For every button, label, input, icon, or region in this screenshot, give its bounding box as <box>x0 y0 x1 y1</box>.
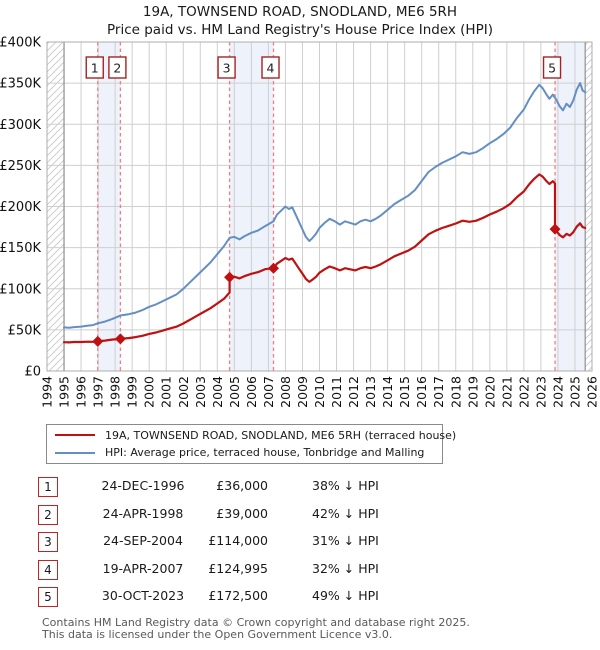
sale-price: £114,000 <box>208 533 268 548</box>
sale-hpi-diff: 31% ↓ HPI <box>312 533 379 548</box>
row-number-badge: 1 <box>38 477 58 497</box>
legend-property-label: 19A, TOWNSEND ROAD, SNODLAND, ME6 5RH (t… <box>105 428 457 442</box>
svg-text:2003: 2003 <box>193 376 208 408</box>
svg-text:£300K: £300K <box>0 118 41 133</box>
svg-text:2020: 2020 <box>482 376 497 408</box>
sale-price: £124,995 <box>208 560 268 576</box>
svg-text:2011: 2011 <box>329 376 344 408</box>
svg-text:£250K: £250K <box>0 159 41 174</box>
row-number-badge: 3 <box>38 532 58 552</box>
svg-text:1: 1 <box>91 61 99 76</box>
svg-text:2: 2 <box>113 61 121 76</box>
sale-date: 30-OCT-2023 <box>101 588 185 603</box>
svg-text:2019: 2019 <box>465 376 480 408</box>
svg-text:1999: 1999 <box>125 376 140 408</box>
sale-date: 24-DEC-1996 <box>101 478 185 493</box>
svg-text:£400K: £400K <box>0 36 41 51</box>
svg-text:1996: 1996 <box>74 376 89 408</box>
legend-item-property: 19A, TOWNSEND ROAD, SNODLAND, ME6 5RH (t… <box>47 427 456 443</box>
sale-hpi-diff: 38% ↓ HPI <box>312 478 379 493</box>
footer-line-2: This data is licensed under the Open Gov… <box>42 627 393 641</box>
table-row: 2 24-APR-1998 £39,000 42% ↓ HPI <box>38 504 458 532</box>
svg-text:2025: 2025 <box>567 376 582 408</box>
svg-text:2018: 2018 <box>448 376 463 408</box>
svg-text:2016: 2016 <box>414 376 429 408</box>
svg-text:£350K: £350K <box>0 77 41 92</box>
sales-table: 1 24-DEC-1996 £36,000 38% ↓ HPI 2 24-APR… <box>38 476 458 614</box>
page-title: 19A, TOWNSEND ROAD, SNODLAND, ME6 5RH <box>142 4 458 20</box>
svg-text:£0: £0 <box>24 365 41 380</box>
svg-text:2009: 2009 <box>295 376 310 408</box>
svg-text:2014: 2014 <box>380 376 395 408</box>
svg-text:2026: 2026 <box>585 376 600 408</box>
legend-item-hpi: HPI: Average price, terraced house, Tonb… <box>47 445 442 461</box>
svg-text:£200K: £200K <box>0 200 41 215</box>
svg-text:1997: 1997 <box>91 376 106 408</box>
svg-text:2017: 2017 <box>431 376 446 408</box>
footer-line-1: Contains HM Land Registry data © Crown c… <box>42 616 470 629</box>
svg-text:2008: 2008 <box>278 376 293 408</box>
sale-date: 19-APR-2007 <box>102 560 184 576</box>
svg-text:2015: 2015 <box>397 376 412 408</box>
svg-text:1994: 1994 <box>40 376 55 408</box>
table-row: 3 24-SEP-2004 £114,000 31% ↓ HPI <box>38 531 458 559</box>
svg-text:2024: 2024 <box>550 376 565 408</box>
sale-hpi-diff: 32% ↓ HPI <box>312 560 379 576</box>
property-line-swatch <box>55 434 95 437</box>
svg-text:2006: 2006 <box>244 376 259 408</box>
sale-date: 24-SEP-2004 <box>103 533 183 548</box>
title-block: 19A, TOWNSEND ROAD, SNODLAND, ME6 5RH Pr… <box>0 3 600 39</box>
row-number-badge: 4 <box>38 559 58 580</box>
svg-text:2002: 2002 <box>176 376 191 408</box>
sale-hpi-diff: 42% ↓ HPI <box>312 505 379 521</box>
svg-text:4: 4 <box>267 61 275 76</box>
svg-text:£100K: £100K <box>0 282 41 297</box>
svg-text:2022: 2022 <box>516 376 531 408</box>
svg-text:2012: 2012 <box>346 376 361 408</box>
row-number-badge: 2 <box>38 504 58 525</box>
svg-text:1995: 1995 <box>57 376 72 408</box>
svg-text:2005: 2005 <box>227 376 242 408</box>
table-row: 4 19-APR-2007 £124,995 32% ↓ HPI <box>38 559 458 587</box>
svg-text:2021: 2021 <box>499 376 514 408</box>
svg-text:2010: 2010 <box>312 376 327 408</box>
row-number-badge: 5 <box>38 587 58 607</box>
table-row: 1 24-DEC-1996 £36,000 38% ↓ HPI <box>38 476 458 504</box>
svg-text:£150K: £150K <box>0 241 41 256</box>
svg-text:2013: 2013 <box>363 376 378 408</box>
table-row: 5 30-OCT-2023 £172,500 49% ↓ HPI <box>38 586 458 614</box>
sale-date: 24-APR-1998 <box>102 505 184 521</box>
sale-hpi-diff: 49% ↓ HPI <box>312 588 379 603</box>
sale-price: £39,000 <box>216 505 268 521</box>
svg-text:5: 5 <box>548 61 556 76</box>
hpi-line-swatch <box>55 451 95 454</box>
svg-text:2001: 2001 <box>159 376 174 408</box>
sale-price: £172,500 <box>208 588 268 603</box>
svg-text:2007: 2007 <box>261 376 276 408</box>
svg-text:2023: 2023 <box>533 376 548 408</box>
price-chart: 1 2 3 4 5 £0 £50K £100K £150K £200K £250K £300K £350… <box>0 36 600 408</box>
svg-text:2000: 2000 <box>142 376 157 408</box>
svg-text:1998: 1998 <box>108 376 123 408</box>
legend: 19A, TOWNSEND ROAD, SNODLAND, ME6 5RH (t… <box>46 424 456 464</box>
svg-text:3: 3 <box>223 61 231 76</box>
chart-subtitle: Price paid vs. HM Land Registry's House … <box>107 22 493 38</box>
svg-text:£50K: £50K <box>8 323 42 338</box>
sale-price: £36,000 <box>216 478 268 493</box>
svg-text:2004: 2004 <box>210 376 225 408</box>
license-footer: Contains HM Land Registry data © Crown c… <box>42 617 582 640</box>
legend-hpi-label: HPI: Average price, terraced house, Tonb… <box>105 446 425 460</box>
